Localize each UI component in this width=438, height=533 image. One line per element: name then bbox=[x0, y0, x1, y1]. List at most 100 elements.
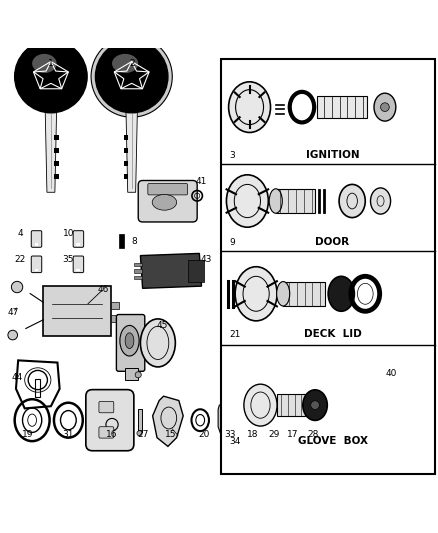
Ellipse shape bbox=[95, 41, 168, 113]
Ellipse shape bbox=[244, 384, 277, 426]
Ellipse shape bbox=[285, 415, 291, 425]
Bar bbox=[124, 174, 128, 179]
Bar bbox=[134, 276, 142, 279]
Text: 28: 28 bbox=[307, 430, 318, 439]
FancyBboxPatch shape bbox=[138, 181, 197, 222]
Text: DECK  LID: DECK LID bbox=[304, 328, 361, 338]
Ellipse shape bbox=[8, 330, 18, 340]
Polygon shape bbox=[126, 111, 138, 192]
Text: 8: 8 bbox=[131, 237, 137, 246]
Bar bbox=[317, 96, 367, 118]
Text: 34: 34 bbox=[229, 437, 240, 446]
Bar bbox=[124, 161, 128, 166]
Text: 31: 31 bbox=[63, 430, 74, 439]
Text: 17: 17 bbox=[286, 430, 298, 439]
Ellipse shape bbox=[229, 82, 271, 133]
Ellipse shape bbox=[269, 189, 283, 213]
Bar bbox=[124, 148, 128, 153]
FancyBboxPatch shape bbox=[31, 256, 42, 272]
FancyBboxPatch shape bbox=[31, 231, 42, 247]
Bar bbox=[134, 269, 142, 272]
Polygon shape bbox=[263, 408, 273, 434]
Ellipse shape bbox=[125, 333, 134, 349]
Ellipse shape bbox=[137, 431, 142, 436]
Ellipse shape bbox=[245, 416, 251, 425]
Ellipse shape bbox=[279, 407, 297, 433]
Ellipse shape bbox=[328, 276, 354, 311]
Text: 19: 19 bbox=[22, 430, 34, 439]
Text: 27: 27 bbox=[137, 430, 148, 439]
Text: 46: 46 bbox=[98, 285, 109, 294]
Text: 47: 47 bbox=[7, 308, 18, 317]
Text: 29: 29 bbox=[268, 430, 279, 439]
Ellipse shape bbox=[226, 175, 268, 227]
Polygon shape bbox=[152, 396, 183, 446]
Ellipse shape bbox=[141, 319, 175, 367]
Text: 16: 16 bbox=[106, 430, 118, 439]
Ellipse shape bbox=[374, 93, 396, 121]
Ellipse shape bbox=[11, 281, 23, 293]
Ellipse shape bbox=[152, 195, 177, 210]
Bar bbox=[221, 59, 435, 474]
Bar bbox=[35, 243, 39, 246]
Text: 2: 2 bbox=[129, 59, 134, 68]
Text: 4: 4 bbox=[18, 229, 23, 238]
FancyBboxPatch shape bbox=[148, 183, 187, 195]
Ellipse shape bbox=[303, 390, 327, 421]
Text: GLOVE  BOX: GLOVE BOX bbox=[297, 435, 367, 446]
Text: 40: 40 bbox=[386, 369, 397, 378]
Bar bbox=[77, 269, 81, 271]
Ellipse shape bbox=[91, 36, 172, 117]
Text: 43: 43 bbox=[200, 255, 212, 264]
Bar bbox=[35, 269, 39, 271]
Ellipse shape bbox=[240, 409, 256, 431]
Bar bbox=[276, 189, 315, 213]
Ellipse shape bbox=[32, 54, 57, 73]
Text: 41: 41 bbox=[196, 177, 207, 186]
FancyBboxPatch shape bbox=[86, 390, 134, 451]
Text: 10: 10 bbox=[63, 229, 74, 238]
Bar bbox=[111, 302, 119, 309]
Ellipse shape bbox=[339, 184, 365, 217]
Ellipse shape bbox=[135, 372, 141, 378]
FancyBboxPatch shape bbox=[99, 427, 114, 438]
Text: DOOR: DOOR bbox=[315, 237, 350, 247]
Ellipse shape bbox=[381, 103, 389, 111]
Text: 3: 3 bbox=[229, 150, 235, 159]
Ellipse shape bbox=[14, 41, 87, 113]
Bar bbox=[138, 409, 142, 432]
Ellipse shape bbox=[277, 281, 290, 306]
Text: 45: 45 bbox=[156, 321, 168, 330]
Text: 35: 35 bbox=[63, 255, 74, 264]
Text: IGNITION: IGNITION bbox=[306, 150, 359, 159]
Bar bbox=[54, 148, 59, 153]
Bar bbox=[125, 368, 138, 380]
Bar bbox=[283, 281, 325, 306]
Bar bbox=[277, 394, 305, 416]
Bar bbox=[120, 234, 124, 248]
Bar bbox=[43, 286, 111, 336]
Bar bbox=[124, 135, 128, 140]
Bar bbox=[35, 379, 40, 398]
Ellipse shape bbox=[120, 326, 139, 356]
Bar bbox=[134, 263, 142, 266]
Bar bbox=[77, 243, 81, 246]
Ellipse shape bbox=[311, 401, 319, 409]
Text: 15: 15 bbox=[165, 430, 177, 439]
Text: 18: 18 bbox=[247, 430, 259, 439]
Polygon shape bbox=[45, 111, 57, 192]
FancyBboxPatch shape bbox=[73, 256, 84, 272]
Bar bbox=[54, 174, 59, 179]
Text: 20: 20 bbox=[198, 430, 209, 439]
Bar bbox=[111, 316, 119, 322]
Text: 33: 33 bbox=[224, 430, 236, 439]
FancyBboxPatch shape bbox=[117, 314, 145, 372]
Ellipse shape bbox=[235, 266, 277, 321]
Text: 22: 22 bbox=[15, 255, 26, 264]
Ellipse shape bbox=[371, 188, 391, 214]
Bar bbox=[188, 260, 204, 282]
Text: 44: 44 bbox=[12, 373, 23, 382]
Text: 9: 9 bbox=[229, 238, 235, 247]
Bar bbox=[54, 161, 59, 166]
Polygon shape bbox=[141, 253, 201, 288]
